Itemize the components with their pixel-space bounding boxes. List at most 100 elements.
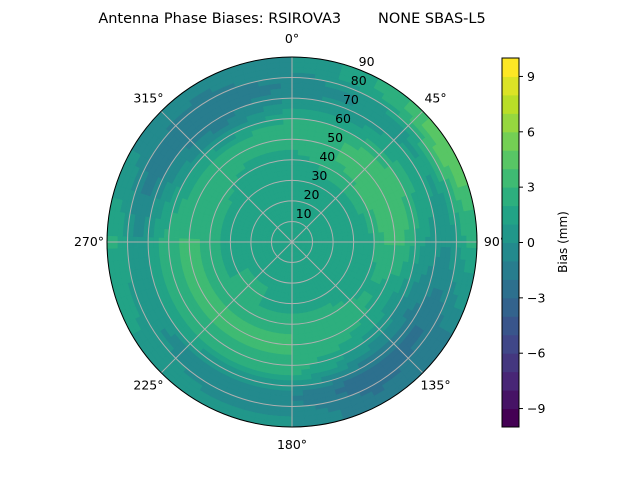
contour-cell (292, 155, 298, 160)
contour-cell (194, 245, 200, 252)
contour-cell (328, 238, 333, 241)
contour-cell (285, 144, 292, 149)
contour-cell (292, 98, 302, 103)
contour-cell (286, 319, 292, 324)
contour-cell (241, 244, 246, 248)
contour-cell (220, 234, 225, 239)
colorbar-level (502, 261, 519, 280)
contour-cell (297, 313, 303, 319)
contour-cell (404, 246, 410, 254)
contour-cell (158, 246, 164, 255)
contour-cell (174, 246, 180, 254)
contour-cell (364, 245, 369, 251)
contour-cell (292, 375, 302, 380)
contour-cell (284, 124, 292, 129)
contour-cell (285, 339, 292, 344)
contour-cell (236, 244, 241, 248)
theta-tick-label: 180° (277, 437, 307, 452)
contour-cell (284, 134, 292, 139)
contour-cell (292, 411, 304, 417)
colorbar-level (502, 113, 519, 132)
contour-cell (292, 119, 301, 124)
contour-cell (292, 124, 300, 129)
r-tick-label: 30 (311, 168, 327, 183)
contour-cell (292, 350, 300, 355)
contour-cell (292, 134, 300, 139)
contour-cell (210, 233, 216, 239)
colorbar-level (502, 132, 519, 151)
contour-cell (179, 230, 185, 238)
colorbar-tick-label: −6 (527, 346, 545, 361)
contour-cell (292, 329, 298, 334)
contour-cell (286, 160, 292, 165)
r-tick-label: 20 (304, 187, 320, 202)
polar-grid (107, 57, 477, 427)
colorbar-level (502, 169, 519, 188)
contour-cell (384, 232, 390, 239)
contour-cell (292, 391, 303, 397)
theta-tick-label: 315° (133, 90, 163, 105)
contour-cell (420, 228, 426, 237)
r-tick-label: 70 (343, 92, 359, 107)
r-tick-label: 40 (319, 149, 335, 164)
contour-cell (292, 57, 305, 63)
contour-cell (282, 103, 292, 108)
contour-cell (292, 355, 300, 360)
contour-cell (292, 150, 298, 155)
contour-cell (282, 98, 292, 103)
contour-cell (283, 370, 292, 375)
contour-cell (230, 244, 235, 248)
contour-cell (292, 309, 297, 314)
contour-cell (292, 334, 299, 339)
contour-cell (284, 355, 292, 360)
colorbar-level (502, 224, 519, 243)
contour-cell (404, 230, 410, 238)
contour-cell (281, 391, 292, 397)
contour-cell (333, 237, 338, 240)
contour-cell (284, 350, 292, 355)
contour-cell (215, 245, 220, 251)
contour-cell (292, 78, 303, 84)
colorbar-tick-label: −3 (527, 290, 545, 305)
theta-tick-label: 225° (133, 378, 163, 393)
contour-cell (296, 293, 300, 299)
contour-cell (379, 245, 385, 252)
r-tick-label: 50 (327, 130, 343, 145)
contour-cell (297, 308, 302, 314)
contour-cell (348, 236, 353, 240)
colorbar-level (502, 187, 519, 206)
colorbar-tick-label: 9 (527, 69, 535, 84)
contour-cell (292, 165, 297, 170)
colorbar-level (502, 95, 519, 114)
contour-cell (281, 88, 292, 94)
contour-cell (292, 114, 301, 119)
contour-cell (179, 246, 185, 254)
contour-cell (399, 246, 405, 254)
contour-cell (210, 245, 216, 251)
contour-cell (279, 57, 292, 63)
contour-cell (292, 88, 303, 94)
colorbar-tick-label: 6 (527, 124, 535, 139)
contour-cell (292, 129, 300, 134)
colorbar-level (502, 206, 519, 225)
contour-cell (292, 298, 296, 303)
contour-cell (246, 243, 251, 246)
contour-cell (399, 230, 405, 238)
contour-cell (287, 165, 292, 170)
contour-cell (287, 170, 292, 175)
contour-cell (284, 129, 292, 134)
contour-cell (292, 144, 299, 149)
contour-cell (282, 380, 292, 385)
contour-cell (281, 396, 292, 402)
contour-cell (158, 228, 164, 237)
contour-cell (288, 180, 292, 185)
contour-cell (279, 62, 292, 68)
colorbar-level (502, 353, 519, 372)
theta-tick-label: 45° (424, 90, 446, 105)
contour-cell (200, 232, 206, 239)
contour-cell (292, 108, 301, 113)
contour-cell (292, 365, 301, 370)
contour-cell (281, 83, 292, 89)
